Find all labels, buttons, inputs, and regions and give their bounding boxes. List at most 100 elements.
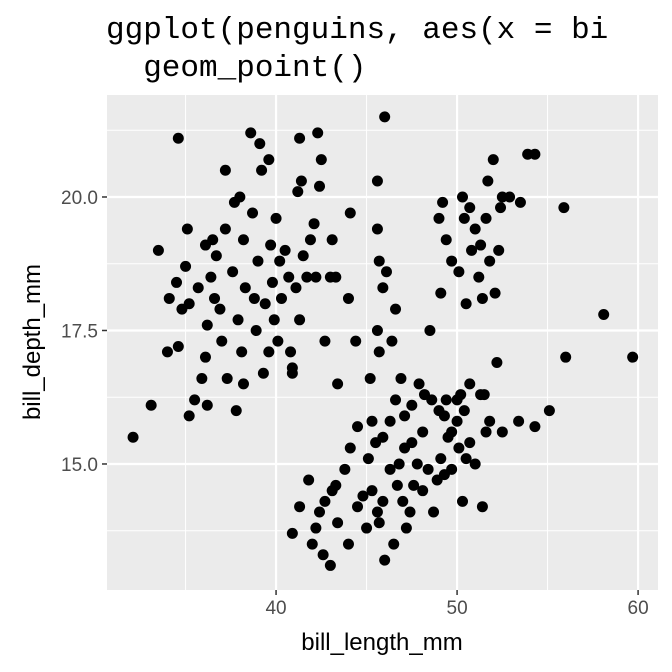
point bbox=[232, 314, 244, 326]
point bbox=[379, 554, 391, 566]
point bbox=[172, 132, 184, 144]
point bbox=[319, 495, 331, 507]
panel bbox=[107, 95, 658, 590]
point bbox=[192, 282, 204, 294]
point bbox=[172, 341, 184, 353]
point bbox=[487, 154, 499, 166]
point bbox=[332, 378, 344, 390]
point bbox=[237, 234, 249, 246]
point bbox=[560, 351, 572, 363]
point bbox=[199, 351, 211, 363]
point bbox=[446, 426, 458, 438]
point bbox=[350, 335, 362, 347]
y-axis-title: bill_depth_mm bbox=[19, 264, 46, 420]
point bbox=[205, 271, 217, 283]
point bbox=[266, 276, 278, 288]
point bbox=[395, 373, 407, 385]
point bbox=[377, 495, 389, 507]
point bbox=[529, 421, 541, 433]
point bbox=[446, 255, 458, 267]
point bbox=[384, 415, 396, 427]
point bbox=[413, 378, 425, 390]
point bbox=[440, 394, 452, 406]
point bbox=[422, 463, 434, 475]
point bbox=[286, 527, 298, 539]
point bbox=[183, 298, 195, 310]
point bbox=[339, 463, 351, 475]
point bbox=[366, 485, 378, 497]
point bbox=[393, 458, 405, 470]
point bbox=[344, 442, 356, 454]
point bbox=[435, 287, 447, 299]
point bbox=[332, 517, 344, 529]
point bbox=[380, 266, 392, 278]
point bbox=[390, 394, 402, 406]
point bbox=[408, 479, 420, 491]
point bbox=[496, 426, 508, 438]
point bbox=[312, 127, 324, 139]
point bbox=[476, 501, 488, 513]
x-tick-label: 50 bbox=[447, 598, 468, 619]
point bbox=[294, 501, 306, 513]
point bbox=[433, 212, 445, 224]
point bbox=[263, 346, 275, 358]
point bbox=[458, 405, 470, 417]
point bbox=[451, 415, 463, 427]
point bbox=[274, 255, 286, 267]
point bbox=[234, 191, 246, 203]
point bbox=[315, 154, 327, 166]
point bbox=[466, 244, 478, 256]
point bbox=[290, 282, 302, 294]
point bbox=[324, 559, 336, 571]
point bbox=[437, 196, 449, 208]
point bbox=[373, 517, 385, 529]
point bbox=[301, 271, 313, 283]
point bbox=[451, 394, 463, 406]
point bbox=[493, 244, 505, 256]
point bbox=[406, 399, 418, 411]
point bbox=[514, 196, 526, 208]
chart-title: ggplot(penguins, aes(x = bi bbox=[106, 13, 608, 48]
point bbox=[399, 410, 411, 422]
chart-title: geom_point() bbox=[106, 51, 366, 86]
point bbox=[364, 373, 376, 385]
point bbox=[319, 335, 331, 347]
point bbox=[306, 538, 318, 550]
point bbox=[469, 458, 481, 470]
point bbox=[145, 399, 157, 411]
point bbox=[314, 506, 326, 518]
point bbox=[460, 298, 472, 310]
point bbox=[283, 271, 295, 283]
point bbox=[326, 234, 338, 246]
point bbox=[245, 127, 257, 139]
point bbox=[201, 399, 213, 411]
point bbox=[171, 276, 183, 288]
point bbox=[214, 303, 226, 315]
point bbox=[207, 234, 219, 246]
point bbox=[342, 538, 354, 550]
point bbox=[417, 426, 429, 438]
point bbox=[196, 373, 208, 385]
point bbox=[543, 405, 555, 417]
point bbox=[446, 463, 458, 475]
point bbox=[219, 164, 231, 176]
point bbox=[391, 479, 403, 491]
point bbox=[397, 495, 409, 507]
point bbox=[292, 186, 304, 198]
point bbox=[303, 474, 315, 486]
point bbox=[326, 485, 338, 497]
point bbox=[453, 442, 465, 454]
point bbox=[272, 335, 284, 347]
point bbox=[295, 175, 307, 187]
x-tick-label: 40 bbox=[265, 598, 286, 619]
point bbox=[478, 389, 490, 401]
point bbox=[379, 111, 391, 123]
point bbox=[310, 522, 322, 534]
point bbox=[263, 154, 275, 166]
point bbox=[183, 410, 195, 422]
point bbox=[216, 335, 228, 347]
point bbox=[279, 244, 291, 256]
point bbox=[384, 463, 396, 475]
point bbox=[239, 282, 251, 294]
